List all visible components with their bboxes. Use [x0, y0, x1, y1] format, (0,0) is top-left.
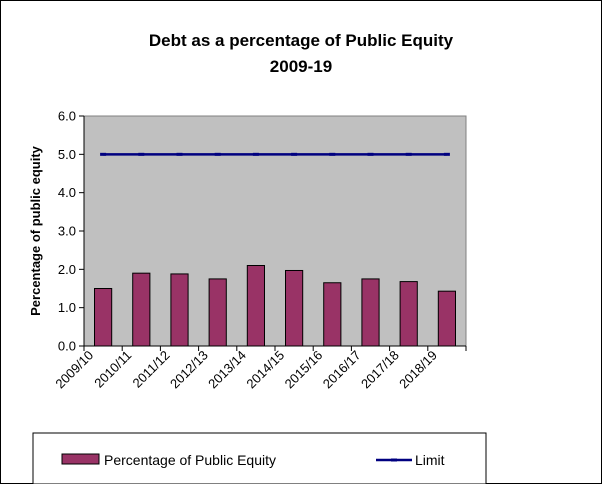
legend-box [32, 432, 487, 484]
x-tick-label: 2015/16 [282, 348, 326, 392]
bar-2014-15 [285, 269, 304, 347]
y-tick-label: 6.0 [58, 109, 76, 124]
axes-group [79, 115, 467, 351]
chart-title: Debt as a percentage of Public Equity [149, 31, 454, 50]
y-tick-label: 1.0 [58, 300, 76, 315]
legend-bar-swatch [61, 453, 100, 465]
legend: Percentage of Public Equity Limit [61, 452, 445, 468]
legend-bar-label: Percentage of Public Equity [104, 452, 276, 468]
bar-2011-12 [170, 273, 189, 347]
x-tick-label: 2013/14 [205, 348, 249, 392]
bar-2012-13 [208, 278, 227, 347]
y-tick-labels: 0.0 1.0 2.0 3.0 4.0 5.0 6.0 [58, 109, 76, 354]
bar-2010-11 [132, 272, 151, 347]
bar-2017-18 [399, 281, 418, 347]
x-tick-label: 2011/12 [129, 348, 172, 391]
bar-group [94, 265, 456, 347]
bar-2015-16 [323, 282, 342, 347]
y-tick-label: 5.0 [58, 147, 76, 162]
x-tick-label: 2009/10 [52, 348, 96, 392]
legend-line-label: Limit [415, 452, 445, 468]
bar-2013-14 [246, 265, 265, 347]
y-tick-label: 2.0 [58, 262, 76, 277]
x-tick-labels: 2009/102010/112011/122012/132013/142014/… [52, 348, 440, 392]
y-axis-title: Percentage of public equity [28, 145, 43, 316]
x-tick-label: 2010/11 [91, 348, 134, 391]
y-tick-label: 3.0 [58, 224, 76, 239]
bar-2016-17 [361, 278, 380, 347]
x-tick-label: 2018/19 [396, 348, 440, 392]
x-tick-label: 2014/15 [243, 348, 287, 392]
y-tick-label: 0.0 [58, 339, 76, 354]
x-tick-label: 2012/13 [167, 348, 211, 392]
x-tick-label: 2016/17 [320, 348, 364, 392]
bar-2018-19 [437, 290, 456, 347]
y-tick-label: 4.0 [58, 185, 76, 200]
chart-subtitle: 2009-19 [270, 57, 332, 76]
x-tick-label: 2017/18 [358, 348, 402, 392]
bar-2009-10 [94, 288, 113, 347]
